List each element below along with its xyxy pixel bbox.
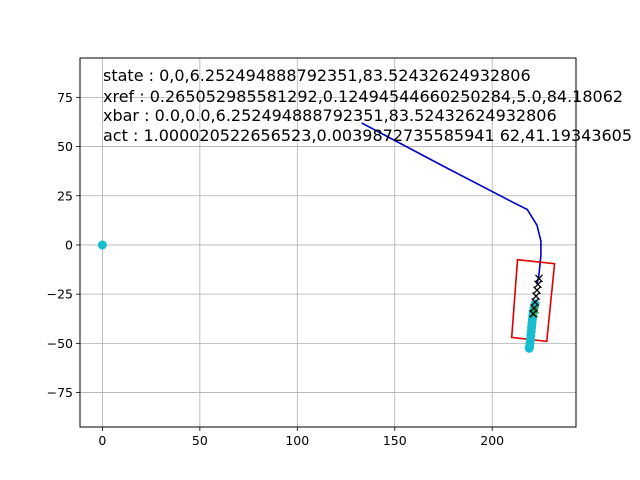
x-tick-label: 150 bbox=[383, 433, 407, 448]
annotation-act: act : 1.000020522656523,0.00398727355859… bbox=[103, 126, 632, 145]
y-tick-label: 75 bbox=[57, 90, 73, 105]
y-axis: −75 −50 −25 0 25 50 75 bbox=[47, 90, 80, 400]
grid-lines bbox=[80, 58, 576, 427]
x-axis: 0 50 100 150 200 bbox=[98, 427, 504, 448]
history-point bbox=[524, 343, 534, 353]
predicted-marker-stroke bbox=[535, 274, 543, 283]
predicted-marker-stroke bbox=[529, 309, 538, 318]
origin-point bbox=[97, 240, 107, 250]
annotation-state: state : 0,0,6.252494888792351,83.5243262… bbox=[103, 66, 531, 85]
vehicle-box bbox=[510, 258, 556, 343]
plot-frame bbox=[79, 57, 577, 428]
predicted-marker-stroke bbox=[533, 286, 541, 295]
x-tick-label: 100 bbox=[285, 433, 309, 448]
y-tick-label: −75 bbox=[47, 385, 73, 400]
annotation-xref: xref : 0.265052985581292,0.1249454466025… bbox=[103, 87, 623, 106]
predicted-marker-stroke bbox=[531, 298, 540, 306]
predicted-marker-stroke bbox=[534, 280, 542, 289]
x-tick-label: 50 bbox=[192, 433, 208, 448]
annotations: state : 0,0,6.252494888792351,83.5243262… bbox=[103, 66, 632, 145]
y-tick-label: −50 bbox=[47, 336, 73, 351]
trajectory-line bbox=[361, 122, 542, 285]
predicted-marker-stroke bbox=[532, 292, 541, 301]
x-tick-label: 0 bbox=[98, 433, 106, 448]
reference-marker-stroke bbox=[530, 309, 539, 318]
y-tick-label: −25 bbox=[47, 287, 73, 302]
predicted-marker bbox=[529, 309, 538, 318]
annotation-xbar: xbar : 0.0,0.0,6.252494888792351,83.5243… bbox=[103, 106, 557, 125]
reference-marker bbox=[530, 309, 539, 318]
y-tick-label: 50 bbox=[57, 139, 73, 154]
y-tick-label: 25 bbox=[57, 188, 73, 203]
plot-marks bbox=[97, 122, 556, 353]
x-tick-label: 200 bbox=[480, 433, 504, 448]
predicted-marker-stroke bbox=[530, 303, 539, 312]
y-tick-label: 0 bbox=[65, 237, 73, 252]
